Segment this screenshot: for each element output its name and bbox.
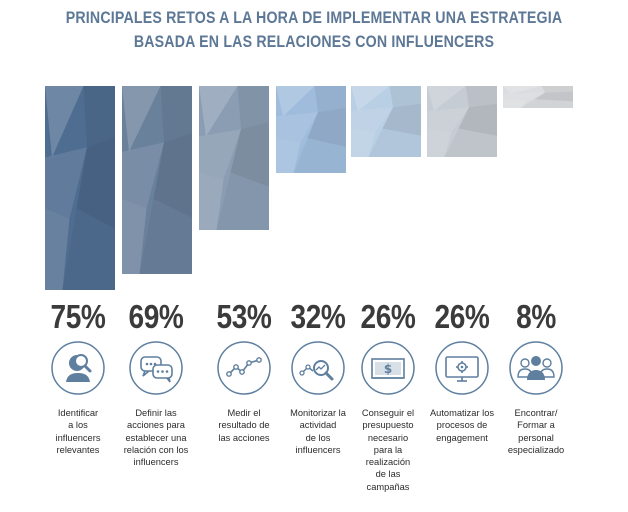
bar-facet — [541, 86, 573, 93]
bar-facet — [122, 142, 164, 209]
bar-facet — [122, 86, 161, 152]
value-label-4: 32% — [290, 298, 346, 335]
bar-fill-7 — [503, 86, 573, 108]
category-label-7: Encontrar/ Formar a personal especializa… — [507, 408, 565, 455]
bar-facet — [503, 86, 542, 94]
bar-facet — [503, 92, 545, 101]
bar-facet — [199, 86, 238, 137]
chat-bubbles-icon-graphic — [129, 341, 183, 395]
bar-6 — [427, 86, 497, 157]
svg-text:$: $ — [384, 362, 392, 376]
bar-facet — [293, 138, 346, 173]
people-group-icon — [508, 340, 564, 396]
category-label-1: Identificar a los influencers relevantes — [55, 408, 101, 455]
bar-facet — [160, 86, 192, 143]
money-bill-icon: $ — [360, 340, 416, 396]
bar-facet — [351, 107, 393, 133]
bar-facet — [276, 112, 318, 143]
bar-facet — [427, 86, 466, 111]
value-label-1: 75% — [50, 298, 106, 335]
bar-facet — [216, 172, 269, 230]
bar-facet — [444, 128, 497, 157]
category-label-3: Medir el resultado de las acciones — [218, 408, 270, 443]
bar-facet — [520, 99, 573, 108]
bar-facet — [276, 86, 315, 117]
bar-facet — [199, 129, 241, 180]
bar-facet — [45, 208, 70, 290]
bar-facet — [314, 86, 346, 113]
bar-facet — [153, 133, 192, 218]
bar-facet — [307, 107, 346, 147]
value-label-7: 8% — [516, 298, 556, 335]
bar-4 — [276, 86, 346, 173]
bar-facet — [534, 91, 573, 102]
value-label-5: 26% — [360, 298, 416, 335]
bar-fill-1 — [45, 86, 115, 290]
category-label-4: Monitorizar la actividad de los influenc… — [290, 408, 346, 455]
bar-facet — [368, 128, 421, 157]
magnifier-graph-icon — [290, 340, 346, 396]
value-label-2: 69% — [128, 298, 184, 335]
bar-facet — [427, 107, 469, 133]
bar-facet — [230, 122, 269, 187]
bar-facet — [427, 128, 452, 157]
bar-fill-4 — [276, 86, 346, 173]
bar-facet — [83, 86, 115, 148]
bar-facet — [62, 208, 115, 290]
bar-facet — [76, 137, 115, 229]
bar-3 — [199, 86, 269, 230]
bar-fill-5 — [351, 86, 421, 157]
bar-facet — [351, 86, 390, 111]
title-line-2: BASADA EN LAS RELACIONES CON INFLUENCERS — [133, 33, 495, 51]
value-label-3: 53% — [216, 298, 272, 335]
bar-2 — [122, 86, 192, 274]
chart-title: PRINCIPALES RETOS A LA HORA DE IMPLEMENT… — [44, 6, 584, 54]
person-search-icon — [50, 340, 106, 396]
people-group-icon-graphic — [509, 341, 563, 395]
title-line-1: PRINCIPALES RETOS A LA HORA DE IMPLEMENT… — [65, 9, 563, 27]
bar-facet — [382, 103, 421, 136]
bar-facet — [139, 198, 192, 274]
monitor-gear-icon — [434, 340, 490, 396]
bar-fill-3 — [199, 86, 269, 230]
magnifier-graph-icon-graphic — [291, 341, 345, 395]
bar-facet — [458, 103, 497, 136]
bar-1 — [45, 86, 115, 290]
person-search-icon-graphic — [51, 341, 105, 395]
monitor-gear-icon-graphic — [435, 341, 489, 395]
bar-facet — [389, 86, 421, 108]
bar-chart — [45, 86, 573, 290]
line-graph-icon — [216, 340, 272, 396]
bar-facet — [465, 86, 497, 108]
money-bill-icon-graphic: $ — [361, 341, 415, 395]
chat-bubbles-icon — [128, 340, 184, 396]
line-graph-icon-graphic — [217, 341, 271, 395]
bar-facet — [351, 128, 376, 157]
bar-facet — [237, 86, 269, 130]
bar-facet — [45, 147, 87, 219]
bar-facet — [199, 172, 224, 230]
bar-facet — [122, 198, 147, 274]
category-label-2: Definir las acciones para establecer una… — [123, 408, 189, 468]
bar-fill-2 — [122, 86, 192, 274]
bar-facet — [45, 86, 84, 158]
category-label-6: Automatizar los procesos de engagement — [429, 408, 495, 443]
bar-facet — [276, 138, 301, 173]
bar-fill-6 — [427, 86, 497, 157]
bar-5 — [351, 86, 421, 157]
category-label-5: Conseguir el presupuesto necesario para … — [361, 408, 415, 492]
bar-7 — [503, 86, 573, 108]
bar-facet — [503, 99, 528, 108]
value-label-6: 26% — [434, 298, 490, 335]
